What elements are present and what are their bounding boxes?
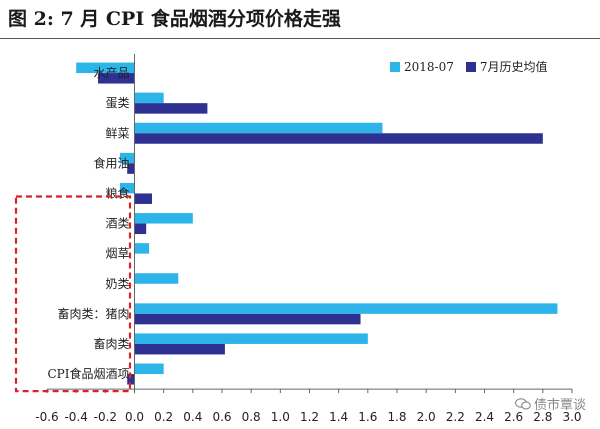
bar-series-a	[134, 273, 179, 284]
chart-title: 图 2: 7 月 CPI 食品烟酒分项价格走强	[8, 8, 341, 30]
x-tick-label: -0.4	[64, 410, 87, 424]
x-tick-label: 1.8	[387, 410, 406, 424]
bar-series-a	[134, 122, 383, 134]
x-tick-label: 1.2	[300, 410, 319, 424]
x-tick-label: 1.0	[271, 410, 290, 424]
x-tick-label: 0.2	[154, 410, 173, 424]
title-divider	[0, 38, 600, 39]
category-label: 畜肉类	[93, 336, 129, 351]
bar-series-a	[76, 62, 135, 74]
legend-label-series-b: 7月历史均值	[479, 60, 548, 74]
bar-series-b	[134, 223, 147, 235]
x-tick-label: 0.8	[242, 410, 261, 424]
legend-swatch-series-b	[465, 61, 476, 72]
watermark: 债市覃谈	[514, 394, 586, 413]
bar-series-a	[134, 333, 368, 344]
bar-chart: 水产品蛋类鲜菜食用油粮食酒类烟草奶类畜肉类：猪肉畜肉类CPI食品烟酒项-0.6-…	[14, 54, 582, 424]
category-label: 食用油	[93, 155, 129, 170]
bar-series-b	[127, 374, 135, 385]
x-tick-label: 3.0	[562, 410, 581, 424]
x-tick-label: 2.2	[446, 410, 465, 424]
bar-series-a	[134, 243, 150, 254]
x-tick-label: 0.4	[183, 410, 202, 424]
bar-series-a	[134, 213, 193, 224]
category-label: 畜肉类：猪肉	[57, 306, 129, 321]
category-label: 蛋类	[105, 96, 129, 110]
x-tick-label: -0.2	[94, 410, 117, 424]
x-tick-label: 1.6	[358, 410, 377, 424]
watermark-text: 债市覃谈	[533, 398, 586, 413]
x-tick-label: 0.6	[212, 410, 231, 424]
x-tick-label: 2.6	[504, 410, 523, 424]
legend-label-series-a: 2018-07	[404, 59, 454, 74]
bar-series-b	[98, 73, 135, 84]
highlight-box	[14, 195, 132, 393]
bar-series-b	[134, 313, 361, 325]
x-tick-label: 2.8	[533, 410, 552, 424]
bar-series-a	[134, 303, 558, 314]
legend-item-series-a: 2018-07	[390, 58, 454, 75]
bar-series-b	[134, 193, 152, 204]
bar-series-a	[119, 182, 135, 194]
x-tick-label: 0.0	[125, 410, 144, 424]
category-label: 粮食	[105, 185, 129, 200]
chart-legend: 2018-07 7月历史均值	[390, 58, 548, 75]
bar-series-b	[134, 103, 208, 114]
category-label: 奶类	[105, 277, 129, 291]
x-tick-label: 2.0	[417, 410, 436, 424]
category-label: 酒类	[105, 217, 129, 231]
chat-bubble-icon	[514, 397, 531, 410]
x-tick-label: -0.6	[35, 410, 58, 424]
category-label: 鲜菜	[105, 126, 129, 140]
bar-series-b	[134, 343, 225, 355]
category-label: 烟草	[105, 247, 129, 261]
bar-series-b	[134, 133, 543, 144]
x-tick-label: 2.4	[475, 410, 494, 424]
category-label: 水产品	[93, 66, 129, 80]
x-tick-label: 1.4	[329, 410, 348, 424]
legend-item-series-b: 7月历史均值	[465, 58, 548, 75]
bar-series-a	[134, 92, 164, 104]
category-label: CPI食品烟酒项	[48, 366, 130, 381]
bar-series-a	[119, 152, 135, 164]
bar-series-b	[127, 163, 135, 174]
legend-swatch-series-a	[390, 61, 400, 72]
bar-series-a	[134, 363, 164, 375]
